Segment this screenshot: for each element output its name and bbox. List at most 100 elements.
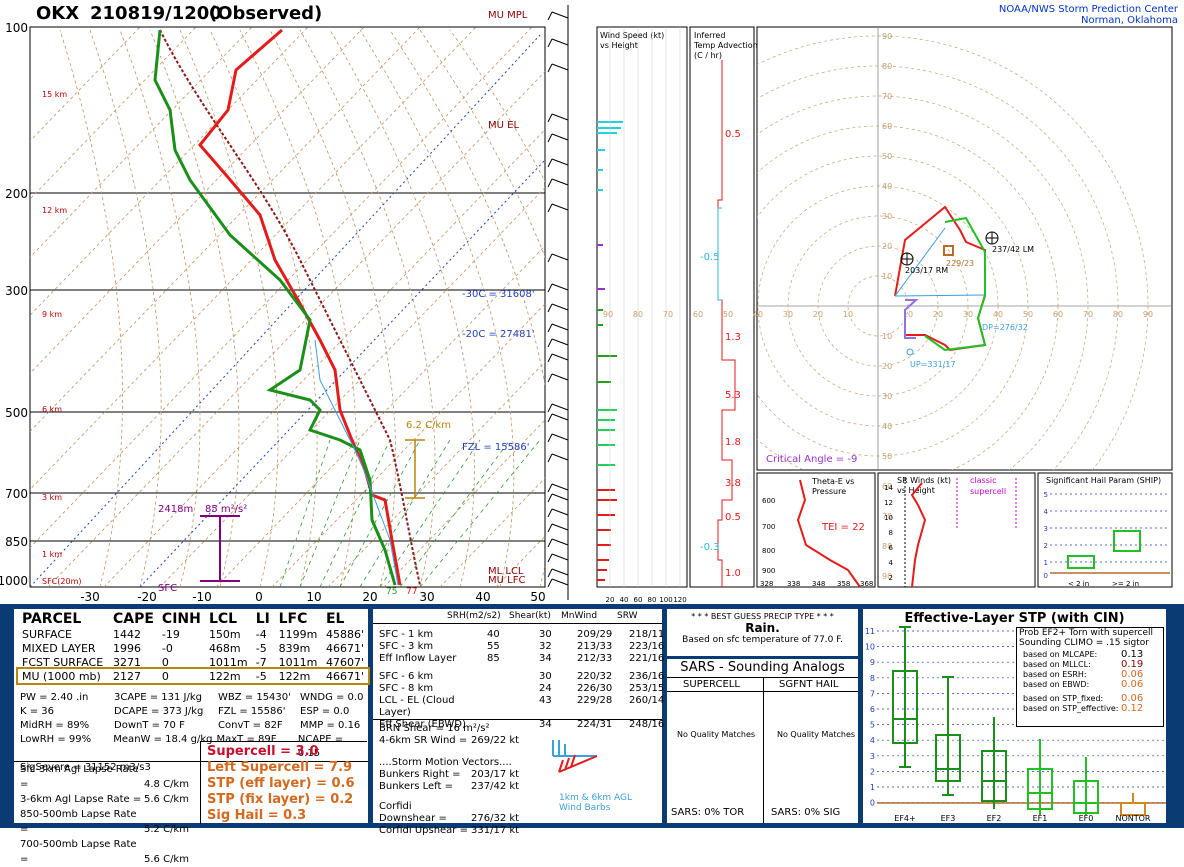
dry-adiabat — [119, 29, 201, 587]
hodo-axis-label: 80 — [633, 310, 643, 319]
isotherm — [159, 187, 545, 587]
hodo-axis-label: 30 — [882, 392, 892, 401]
wind-barb — [551, 538, 569, 546]
svg-text:Inferred: Inferred — [694, 31, 725, 40]
svg-text:1.0: 1.0 — [725, 568, 741, 579]
svg-text:358: 358 — [837, 580, 850, 588]
isotherm — [30, 27, 421, 433]
dry-adiabat — [359, 29, 515, 587]
svg-text:Theta-E vs: Theta-E vs — [811, 477, 854, 486]
wind-barb — [547, 433, 553, 443]
mu-el-label: MU EL — [488, 120, 519, 131]
h-label-sfc: SFC(20m) — [42, 577, 81, 586]
svg-text:Wind Speed (kt): Wind Speed (kt) — [600, 31, 664, 40]
svg-text:338: 338 — [787, 580, 800, 588]
hodo-axis-label: 40 — [753, 310, 763, 319]
svg-text:100: 100 — [659, 596, 672, 604]
agl-wind-barbs — [552, 740, 598, 773]
wind-barb — [551, 178, 569, 186]
hodo-axis-label: 20 — [882, 242, 892, 251]
svg-text:EF4+: EF4+ — [894, 814, 915, 823]
svg-text:1: 1 — [1044, 559, 1048, 567]
station-title: OKX — [36, 3, 79, 24]
t-label: 10 — [306, 590, 321, 604]
isotherm — [439, 477, 545, 587]
wind-barb — [547, 38, 553, 48]
stp-tick: 9 — [870, 658, 875, 667]
wind-barb — [547, 538, 553, 548]
wind-barb — [547, 353, 553, 363]
wind-barb — [551, 63, 569, 71]
wind-barb — [547, 323, 553, 333]
h-label-1: 1 km — [42, 550, 62, 559]
svg-text:10: 10 — [884, 514, 893, 522]
hodo-axis-label: 90 — [882, 572, 892, 581]
stp-tick: 2 — [870, 767, 875, 776]
svg-text:12: 12 — [884, 499, 893, 507]
wind-barb — [547, 483, 553, 493]
ml-lcl-label: ML LCL — [488, 566, 524, 577]
hodo-axis-label: 20 — [933, 310, 943, 319]
stp-tick: 7 — [870, 689, 875, 698]
t-label: 40 — [475, 590, 490, 604]
svg-text:EF1: EF1 — [1033, 814, 1048, 823]
svg-text:3.8: 3.8 — [725, 478, 741, 489]
svg-text:328: 328 — [760, 580, 773, 588]
svg-text:2: 2 — [1044, 542, 1048, 550]
svg-text:8: 8 — [889, 529, 893, 537]
hodo-axis-label: 50 — [1023, 310, 1033, 319]
svg-text:0: 0 — [1044, 572, 1048, 580]
wind-barb — [547, 178, 553, 188]
wind-barb — [551, 203, 569, 211]
stp-tick: 8 — [870, 674, 875, 683]
wind-barb — [551, 253, 569, 261]
wind-barb — [551, 158, 569, 166]
hodo-axis-label: 10 — [843, 310, 853, 319]
hodo-axis-label: 60 — [882, 482, 892, 491]
svg-text:700: 700 — [762, 523, 775, 531]
wind-barb — [551, 323, 569, 331]
svg-text:14: 14 — [884, 484, 893, 492]
p-label-300: 300 — [5, 284, 28, 298]
wind-barb — [547, 203, 553, 213]
parcel-row: MU (1000 mb) 2127 0 122m -5 122m 46671' — [16, 667, 370, 685]
svg-text:5.3: 5.3 — [725, 390, 741, 401]
isotherm — [47, 71, 545, 587]
hodo-axis-label: 80 — [1113, 310, 1123, 319]
svg-text:>= 2 in: >= 2 in — [1112, 580, 1139, 588]
sfc-label: SFC — [158, 583, 177, 594]
p-label-200: 200 — [5, 187, 28, 201]
wind-barb — [547, 158, 553, 168]
svg-text:20: 20 — [606, 596, 615, 604]
stp-tick: 5 — [870, 721, 875, 730]
h-label-3: 3 km — [42, 493, 62, 502]
stp-tick: 10 — [865, 643, 875, 652]
parcel-row: FCST SURFACE 3271 0 1011m -7 1011m 47607' — [22, 655, 364, 669]
svg-text:0.5: 0.5 — [725, 129, 741, 140]
parcel-header: PARCEL — [22, 611, 82, 627]
wind-barb — [551, 483, 569, 491]
wind-barb — [551, 338, 569, 346]
t-label: 20 — [362, 590, 377, 604]
isotherm — [30, 27, 141, 142]
isotherm — [30, 27, 309, 316]
org-name: NOAA/NWS Storm Prediction Center — [999, 4, 1179, 15]
svg-text:800: 800 — [762, 547, 775, 555]
svg-text:-0.5: -0.5 — [700, 252, 720, 263]
mixing-ratio-line — [419, 439, 541, 587]
stp-tick: 4 — [870, 736, 875, 745]
svg-text:5: 5 — [1044, 491, 1048, 499]
srh-value-label: 85 m²/s² — [205, 504, 247, 515]
isotherm — [30, 27, 477, 491]
svg-text:EF2: EF2 — [987, 814, 1002, 823]
iso-30-label: -30C = 31608' — [462, 289, 535, 300]
mixing-ratio-line — [299, 439, 361, 587]
hodo-axis-label: 50 — [882, 452, 892, 461]
datetime: 210819/1200 — [90, 3, 222, 24]
wind-barb — [547, 578, 553, 588]
iso-20-label: -20C = 27481' — [462, 329, 535, 340]
hodo-axis-label: 70 — [1083, 310, 1093, 319]
hodo-axis-label: 30 — [783, 310, 793, 319]
hodo-axis-label: 70 — [882, 512, 892, 521]
